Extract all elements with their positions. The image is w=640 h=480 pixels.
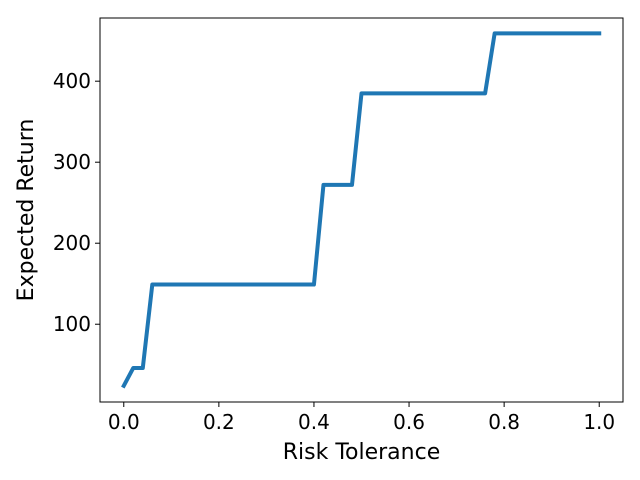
series-line-0 [121, 31, 602, 389]
x-tick-label: 0.0 [108, 410, 140, 434]
x-tick-label: 0.2 [203, 410, 235, 434]
x-tick-label: 0.6 [393, 410, 425, 434]
y-tick-label: 300 [53, 150, 91, 174]
y-tick-label: 100 [53, 312, 91, 336]
axes-frame [99, 17, 624, 403]
plot-area [121, 31, 602, 389]
y-tick-label: 200 [53, 231, 91, 255]
y-axis-ticks: 100 200 300 400 [53, 69, 100, 336]
x-tick-label: 0.4 [298, 410, 330, 434]
x-axis-label: Risk Tolerance [283, 440, 441, 465]
x-tick-label: 1.0 [583, 410, 615, 434]
y-tick-label: 400 [53, 69, 91, 93]
y-axis-label: Expected Return [14, 119, 39, 302]
x-axis-ticks: 0.0 0.2 0.4 0.6 0.8 1.0 [108, 402, 615, 434]
x-tick-label: 0.8 [488, 410, 520, 434]
